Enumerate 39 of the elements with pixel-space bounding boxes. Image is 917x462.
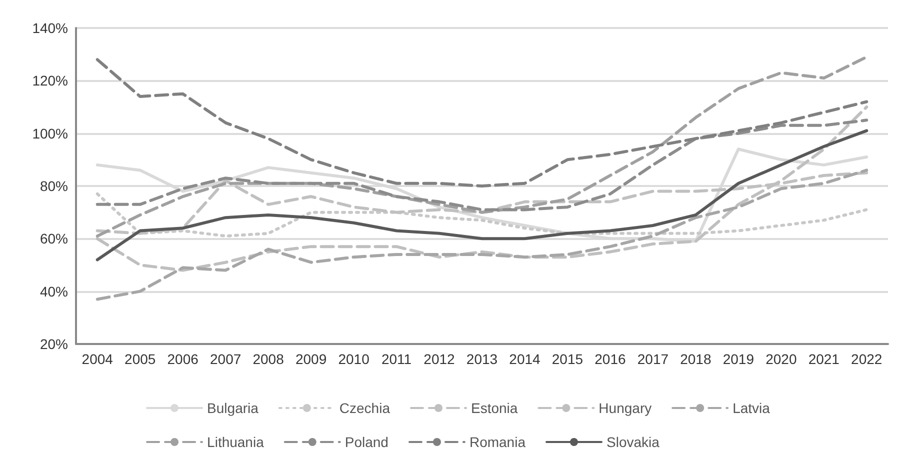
x-tick-label: 2021 xyxy=(808,351,840,367)
x-tick-label: 2004 xyxy=(82,351,114,367)
line-series xyxy=(96,129,868,262)
legend-label: Estonia xyxy=(470,400,518,416)
line-series xyxy=(96,106,868,272)
x-tick-label: 2014 xyxy=(509,351,541,367)
legend-label: Bulgaria xyxy=(207,400,259,416)
y-tick-label: 80% xyxy=(40,178,68,194)
x-tick-label: 2010 xyxy=(338,351,370,367)
legend-label: Latvia xyxy=(732,400,770,416)
legend-label: Slovakia xyxy=(606,434,660,450)
x-tick-label: 2013 xyxy=(466,351,498,367)
x-tick-label: 2006 xyxy=(167,351,199,367)
x-tick-label: 2005 xyxy=(124,351,156,367)
x-tick-label: 2007 xyxy=(210,351,242,367)
x-tick-label: 2022 xyxy=(851,351,882,367)
x-tick-label: 2009 xyxy=(295,351,327,367)
x-tick-label: 2015 xyxy=(552,351,584,367)
x-tick-label: 2020 xyxy=(766,351,797,367)
y-tick-label: 120% xyxy=(32,72,68,89)
legend-label: Hungary xyxy=(598,400,652,416)
y-tick-label: 60% xyxy=(40,230,68,247)
y-tick-label: 140% xyxy=(32,20,68,36)
y-tick-label: 20% xyxy=(40,336,68,352)
x-tick-label: 2019 xyxy=(722,351,754,367)
x-tick-label: 2018 xyxy=(680,351,712,367)
x-tick-label: 2012 xyxy=(424,351,456,367)
line-series xyxy=(96,55,868,238)
legend-label: Czechia xyxy=(339,400,390,416)
y-tick-label: 40% xyxy=(40,283,68,300)
legend-label: Poland xyxy=(344,434,388,450)
line-series xyxy=(96,168,868,301)
x-tick-label: 2011 xyxy=(381,351,412,367)
legend-label: Romania xyxy=(469,434,526,450)
x-tick-label: 2017 xyxy=(637,351,669,367)
x-tick-label: 2008 xyxy=(252,351,284,367)
y-tick-label: 100% xyxy=(32,125,68,142)
legend-label: Lithuania xyxy=(207,434,264,450)
x-tick-label: 2016 xyxy=(594,351,626,367)
